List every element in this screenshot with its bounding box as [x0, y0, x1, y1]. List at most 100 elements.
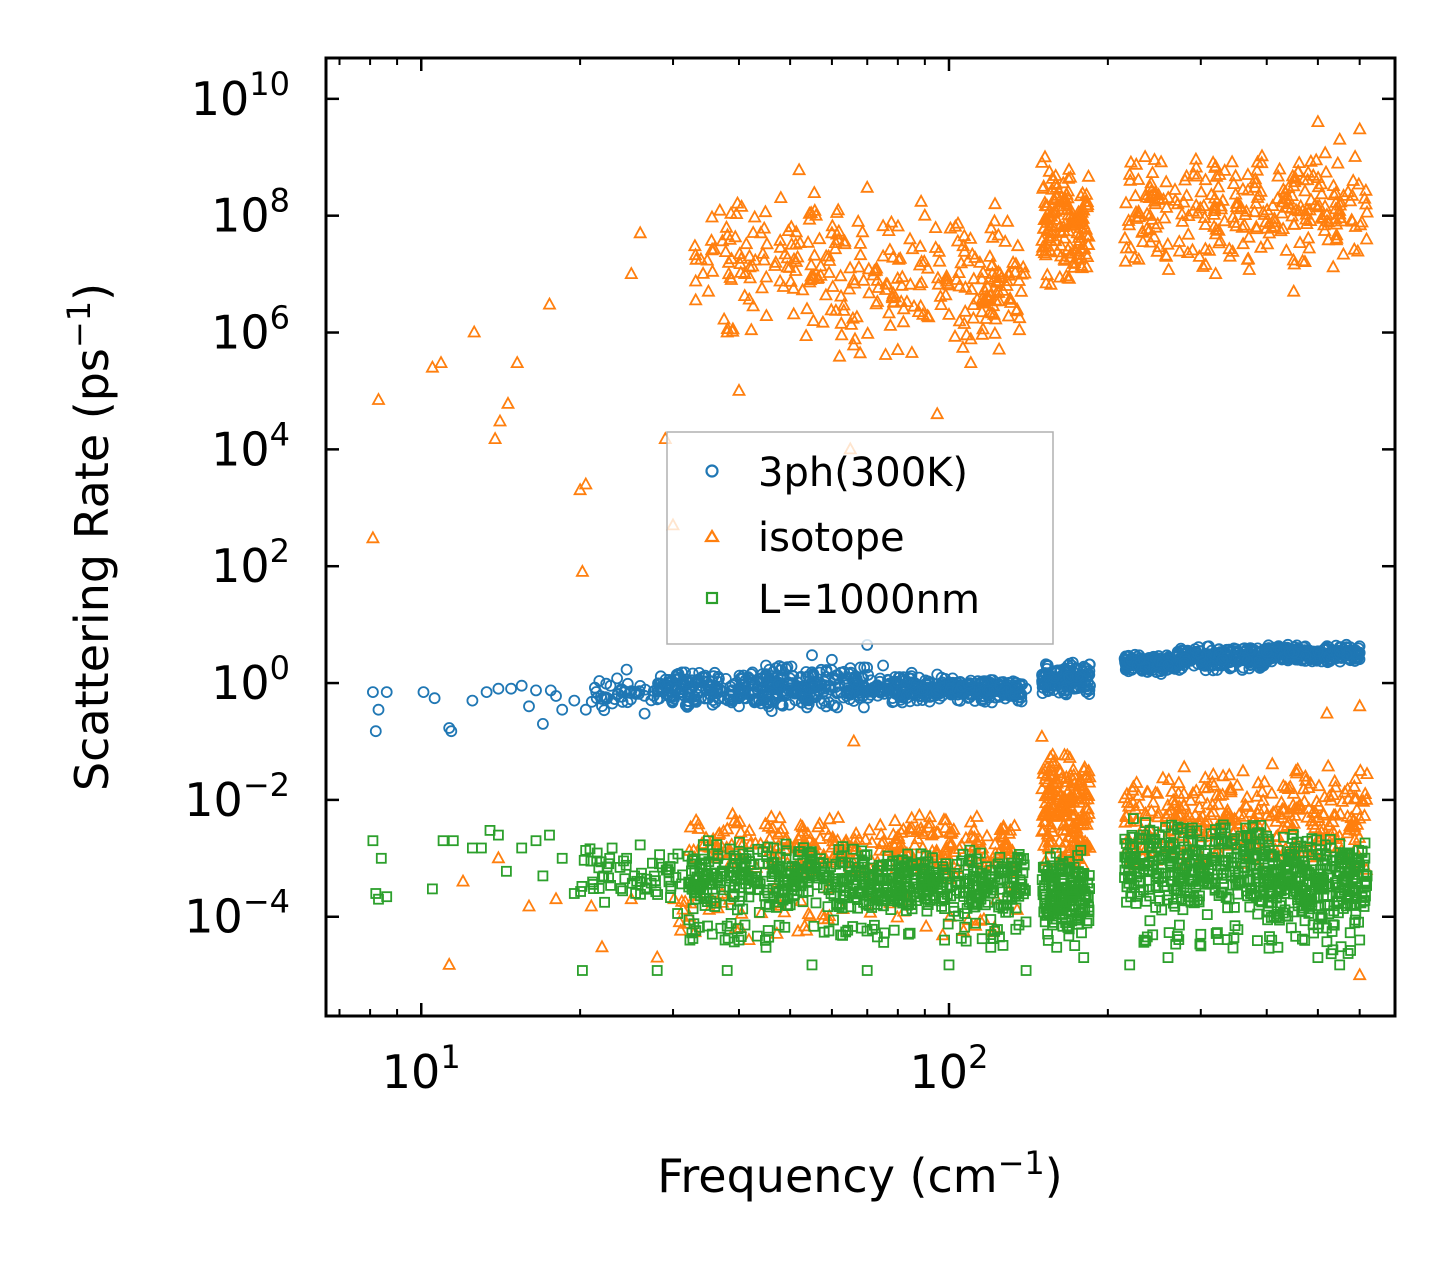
data-point-l-1000nm	[743, 891, 755, 903]
data-point-isotope	[1328, 779, 1343, 793]
data-point-isotope	[1148, 219, 1163, 233]
data-point-isotope	[1131, 251, 1146, 265]
data-point-l-1000nm	[1207, 852, 1218, 863]
data-point-l-1000nm	[1356, 847, 1368, 858]
data-point-isotope	[836, 297, 851, 311]
plot-frame	[324, 56, 1397, 1018]
data-point-isotope	[1126, 795, 1141, 809]
data-point-l-1000nm	[763, 931, 775, 943]
data-point-l-1000nm	[845, 870, 856, 881]
y-tick-label: 102	[211, 532, 290, 593]
data-point-isotope	[1192, 249, 1207, 262]
data-point-l-1000nm	[1164, 840, 1176, 852]
data-point-l-1000nm	[1195, 940, 1207, 952]
data-point-isotope	[876, 248, 891, 262]
data-point-3ph-300k-	[923, 677, 936, 690]
data-point-3ph-300k-	[943, 676, 955, 689]
data-point-isotope	[1298, 768, 1313, 782]
data-point-3ph-300k-	[1020, 682, 1032, 695]
data-point-l-1000nm	[721, 965, 733, 976]
data-point-l-1000nm	[1288, 829, 1299, 840]
data-point-isotope	[1038, 814, 1053, 827]
data-point-isotope	[719, 219, 734, 233]
data-point-isotope	[1190, 168, 1205, 182]
data-point-l-1000nm	[1222, 856, 1234, 868]
data-point-l-1000nm	[1152, 882, 1164, 893]
data-point-isotope	[1046, 799, 1061, 813]
data-point-3ph-300k-	[858, 701, 870, 714]
data-point-l-1000nm	[683, 914, 695, 926]
data-point-isotope	[1181, 208, 1196, 222]
data-point-isotope	[1352, 121, 1367, 135]
data-point-isotope	[1065, 217, 1080, 231]
data-point-l-1000nm	[1306, 899, 1318, 911]
data-point-l-1000nm	[1271, 892, 1282, 904]
data-point-l-1000nm	[1264, 851, 1275, 862]
data-point-3ph-300k-	[886, 696, 899, 709]
data-point-l-1000nm	[1156, 904, 1168, 916]
data-point-l-1000nm	[1126, 887, 1138, 899]
data-point-isotope	[974, 271, 989, 285]
data-point-isotope	[1273, 223, 1288, 237]
data-point-isotope	[455, 873, 471, 887]
data-point-3ph-300k-	[1292, 647, 1305, 660]
data-point-isotope	[1272, 161, 1287, 175]
data-point-isotope	[1060, 747, 1075, 761]
data-point-l-1000nm	[693, 872, 705, 884]
data-point-isotope	[938, 820, 953, 833]
data-point-isotope	[433, 355, 449, 369]
data-point-3ph-300k-	[1340, 641, 1352, 654]
data-point-isotope	[982, 249, 997, 262]
data-point-isotope	[1287, 217, 1302, 230]
data-point-l-1000nm	[1073, 918, 1084, 930]
data-point-isotope	[1193, 200, 1208, 214]
data-point-isotope	[942, 837, 958, 851]
data-point-isotope	[957, 243, 972, 257]
data-point-isotope	[667, 891, 682, 905]
data-point-3ph-300k-	[708, 666, 721, 679]
data-point-l-1000nm	[1043, 909, 1055, 920]
data-point-3ph-300k-	[1151, 657, 1164, 670]
data-point-l-1000nm	[1283, 871, 1295, 882]
data-point-l-1000nm	[568, 888, 580, 899]
data-point-isotope	[548, 891, 564, 905]
data-point-isotope	[1061, 846, 1076, 860]
data-point-3ph-300k-	[667, 690, 679, 702]
data-point-l-1000nm	[1126, 832, 1138, 843]
data-point-l-1000nm	[737, 903, 749, 915]
data-point-isotope	[1054, 771, 1069, 784]
data-point-isotope	[986, 307, 1001, 320]
data-point-3ph-300k-	[417, 686, 430, 698]
data-point-isotope	[1311, 179, 1326, 193]
data-point-3ph-300k-	[1277, 652, 1289, 665]
data-point-isotope	[853, 345, 868, 359]
data-point-isotope	[1040, 222, 1055, 236]
data-point-l-1000nm	[912, 863, 923, 875]
data-point-3ph-300k-	[840, 690, 853, 702]
data-point-l-1000nm	[1334, 887, 1346, 899]
data-point-isotope	[833, 268, 848, 282]
data-point-l-1000nm	[893, 893, 905, 905]
data-point-l-1000nm	[718, 865, 730, 877]
data-point-isotope	[1138, 149, 1153, 163]
data-point-l-1000nm	[1165, 828, 1177, 840]
data-point-isotope	[744, 322, 759, 336]
data-point-l-1000nm	[1359, 877, 1371, 888]
data-point-3ph-300k-	[1194, 649, 1207, 662]
data-point-isotope	[731, 383, 747, 396]
data-point-l-1000nm	[665, 880, 677, 892]
data-point-isotope	[958, 303, 973, 317]
data-point-isotope	[944, 836, 959, 850]
data-point-3ph-300k-	[909, 683, 921, 696]
data-point-isotope	[1063, 169, 1078, 183]
data-point-isotope	[931, 276, 946, 290]
data-point-isotope	[689, 812, 704, 826]
data-point-isotope	[922, 815, 937, 829]
data-point-isotope	[802, 206, 817, 219]
data-point-3ph-300k-	[1238, 651, 1251, 664]
data-point-isotope	[816, 911, 831, 925]
data-point-l-1000nm	[1344, 927, 1356, 939]
data-point-isotope	[742, 291, 757, 305]
data-point-isotope	[987, 325, 1002, 339]
data-point-l-1000nm	[1342, 948, 1354, 959]
